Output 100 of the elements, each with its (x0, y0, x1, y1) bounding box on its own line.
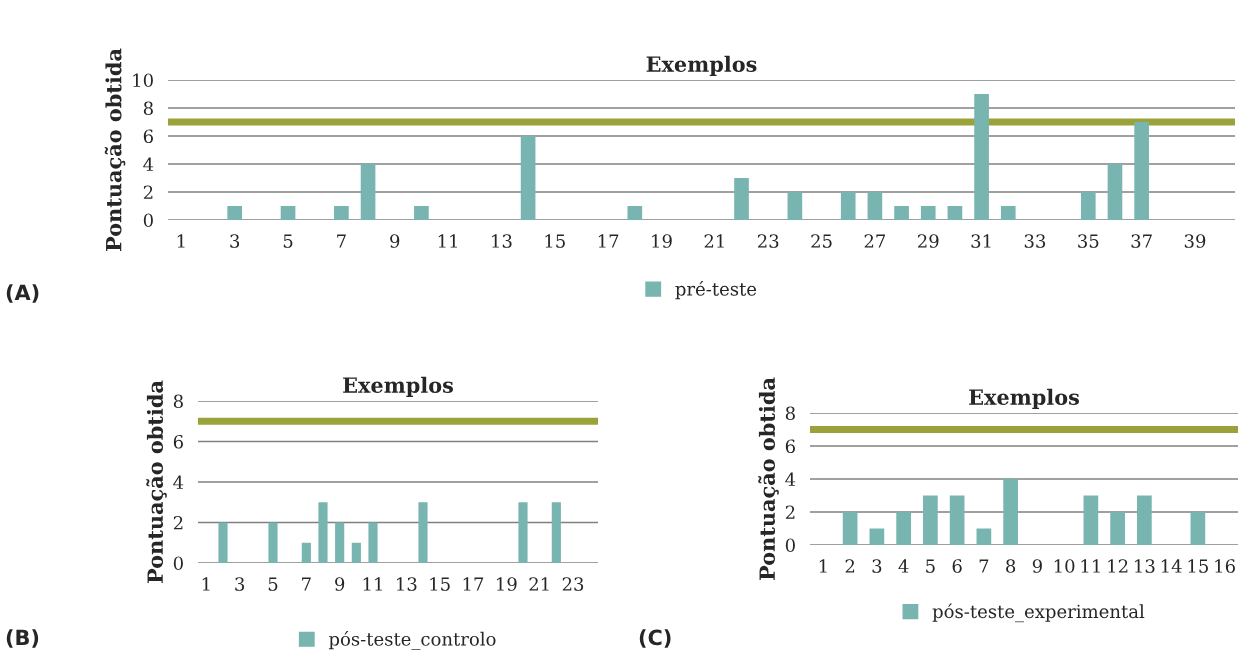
x-tick-label: 10 (1054, 559, 1075, 573)
bar (1190, 512, 1206, 545)
x-tick-label: 15 (430, 577, 450, 591)
bar (1134, 122, 1149, 220)
x-tick-label: 15 (545, 234, 565, 248)
y-axis-title: Pontuação obtida (104, 48, 126, 251)
x-tick-label: 13 (492, 234, 512, 248)
bar (896, 512, 911, 545)
x-tick-label: 1 (177, 234, 185, 248)
bar (518, 502, 528, 563)
y-tick-label: 10 (133, 73, 153, 88)
bar (976, 528, 992, 545)
x-tick-label: 11 (363, 577, 382, 591)
y-tick-label: 6 (173, 434, 183, 449)
y-tick-label: 8 (785, 406, 795, 421)
chart-title: Exemplos (343, 376, 453, 397)
x-tick-label: 31 (971, 234, 991, 248)
x-tick-label: 17 (598, 234, 619, 248)
x-tick-label: 6 (952, 559, 962, 573)
x-tick-label: 13 (397, 577, 417, 591)
x-tick-label: 5 (926, 559, 935, 573)
bar (227, 206, 243, 220)
y-tick-label: 4 (173, 475, 184, 489)
y-tick-label: 2 (785, 505, 795, 519)
bar (1137, 495, 1152, 545)
bar (787, 192, 803, 220)
y-tick-label: 2 (173, 515, 183, 530)
x-tick-label: 21 (704, 234, 724, 248)
bar (627, 206, 643, 220)
x-tick-label: 9 (335, 577, 345, 591)
y-tick-label: 0 (173, 556, 183, 571)
chart-title: Exemplos (646, 55, 757, 76)
y-axis-title: Pontuação obtida (758, 377, 779, 580)
x-tick-label: 19 (497, 577, 517, 591)
bar (351, 542, 361, 563)
x-tick-label: 11 (1081, 559, 1100, 573)
bar (551, 502, 561, 563)
bar (414, 206, 429, 220)
bar (1003, 479, 1018, 545)
y-tick-label: 6 (785, 439, 795, 454)
bar (734, 178, 749, 220)
x-tick-label: 9 (1032, 559, 1042, 573)
y-tick-label: 2 (143, 185, 153, 199)
bar (368, 522, 378, 563)
y-tick-label: 0 (143, 213, 153, 228)
bar (842, 512, 858, 545)
bar (334, 206, 349, 220)
bar (869, 528, 885, 545)
x-tick-label: 21 (529, 577, 549, 591)
chart-title: Exemplos (969, 388, 1079, 409)
x-tick-label: 3 (235, 577, 245, 591)
bar (974, 94, 989, 220)
bar (268, 522, 278, 563)
x-tick-label: 37 (1131, 234, 1152, 248)
x-tick-label: 11 (438, 234, 458, 248)
bar (418, 502, 428, 563)
x-tick-label: 35 (1078, 234, 1099, 248)
legend-label: pós-teste_experimental (932, 603, 1145, 623)
x-tick-label: 7 (337, 234, 346, 248)
y-tick-label: 4 (785, 472, 796, 486)
text: (C) (639, 629, 671, 648)
bar (318, 502, 328, 563)
legend-label: pós-teste_controlo (328, 631, 496, 650)
x-tick-label: 33 (1024, 234, 1046, 248)
bar (949, 495, 965, 545)
bar (894, 206, 909, 220)
bar (1000, 206, 1016, 220)
y-tick-label: 4 (143, 157, 154, 171)
x-tick-label: 29 (917, 234, 939, 248)
x-tick-label: 15 (1188, 559, 1208, 573)
bar (218, 522, 228, 563)
bar (920, 206, 936, 220)
bar (280, 206, 296, 220)
y-tick-label: 6 (143, 129, 153, 144)
bar (923, 495, 938, 545)
x-tick-label: 4 (898, 559, 909, 573)
y-tick-label: 0 (785, 538, 795, 553)
x-tick-label: 39 (1184, 234, 1206, 248)
bar (1107, 164, 1123, 220)
bar (840, 192, 856, 220)
x-tick-label: 19 (652, 234, 672, 248)
bar (1110, 512, 1125, 545)
legend-label: pré-teste (675, 281, 757, 300)
x-tick-label: 13 (1135, 559, 1155, 573)
x-tick-label: 3 (872, 559, 882, 573)
x-tick-label: 25 (811, 234, 832, 248)
x-tick-label: 23 (562, 577, 584, 591)
x-tick-label: 5 (268, 577, 278, 591)
x-tick-label: 16 (1215, 559, 1235, 573)
bar (520, 136, 536, 220)
bar (947, 206, 963, 220)
x-tick-label: 1 (202, 577, 210, 591)
x-tick-label: 5 (283, 234, 293, 248)
x-tick-label: 27 (864, 234, 886, 248)
x-tick-label: 12 (1108, 559, 1128, 573)
bar (867, 192, 883, 220)
x-tick-label: 1 (819, 559, 827, 573)
x-tick-label: 17 (463, 577, 484, 591)
bar (360, 164, 376, 220)
x-tick-label: 7 (302, 577, 311, 591)
